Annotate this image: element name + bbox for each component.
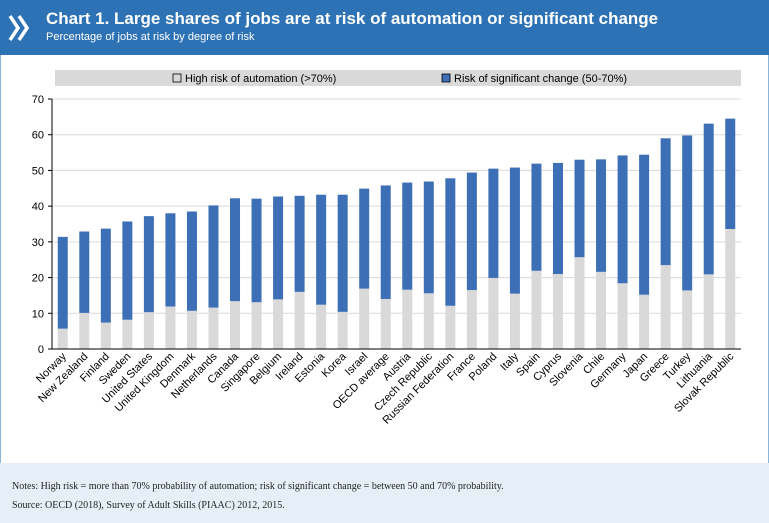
bar-high-risk bbox=[79, 312, 90, 349]
bar-significant-change bbox=[57, 236, 68, 329]
y-tick-label: 60 bbox=[32, 130, 44, 142]
y-tick-label: 0 bbox=[38, 344, 44, 356]
bar-significant-change bbox=[639, 154, 650, 295]
bar-significant-change bbox=[596, 159, 607, 272]
bar-significant-change bbox=[488, 168, 499, 278]
bar-high-risk bbox=[294, 291, 305, 349]
y-tick-label: 30 bbox=[32, 237, 44, 249]
bar-high-risk bbox=[251, 302, 262, 349]
bar-significant-change bbox=[725, 118, 736, 229]
bar-high-risk bbox=[445, 305, 456, 349]
bar-high-risk bbox=[165, 306, 176, 349]
bar-high-risk bbox=[230, 301, 241, 349]
chart-subtitle: Percentage of jobs at risk by degree of … bbox=[46, 31, 255, 43]
bar-high-risk bbox=[402, 289, 413, 349]
legend-swatch-high-risk bbox=[172, 73, 182, 83]
bar-significant-change bbox=[294, 195, 305, 292]
bar-significant-change bbox=[402, 182, 413, 290]
bar-significant-change bbox=[660, 138, 671, 266]
bar-high-risk bbox=[682, 290, 693, 349]
y-tick-label: 50 bbox=[32, 165, 44, 177]
bar-high-risk bbox=[359, 288, 370, 349]
bar-high-risk bbox=[316, 304, 327, 349]
bar-high-risk bbox=[552, 274, 563, 349]
bar-significant-change bbox=[380, 185, 391, 299]
bar-high-risk bbox=[122, 319, 133, 349]
bar-high-risk bbox=[186, 310, 197, 349]
y-tick-label: 20 bbox=[32, 273, 44, 285]
bar-high-risk bbox=[531, 270, 542, 349]
bar-significant-change bbox=[703, 123, 714, 275]
bar-high-risk bbox=[273, 299, 284, 349]
bar-significant-change bbox=[316, 194, 327, 305]
bar-high-risk bbox=[380, 299, 391, 349]
y-tick-label: 70 bbox=[32, 94, 44, 106]
bar-high-risk bbox=[423, 293, 434, 349]
legend-band bbox=[55, 70, 741, 86]
chart-title: Chart 1. Large shares of jobs are at ris… bbox=[46, 9, 659, 28]
bar-high-risk bbox=[143, 312, 154, 349]
bar-high-risk bbox=[100, 322, 111, 349]
bar-high-risk bbox=[509, 293, 520, 349]
gridlines bbox=[52, 98, 741, 314]
notes-source: Source: OECD (2018), Survey of Adult Ski… bbox=[12, 500, 285, 511]
bar-significant-change bbox=[79, 231, 90, 313]
legend-swatch-significant-change bbox=[441, 73, 451, 83]
bar-significant-change bbox=[423, 181, 434, 294]
bar-high-risk bbox=[57, 328, 68, 349]
bar-significant-change bbox=[359, 188, 370, 289]
bar-significant-change bbox=[466, 172, 477, 291]
bar-high-risk bbox=[703, 274, 714, 349]
bar-significant-change bbox=[251, 198, 262, 303]
bar-significant-change bbox=[552, 162, 563, 274]
bar-high-risk bbox=[208, 307, 219, 349]
bar-significant-change bbox=[531, 163, 542, 271]
bar-significant-change bbox=[208, 205, 219, 308]
bar-high-risk bbox=[337, 311, 348, 349]
bar-high-risk bbox=[466, 290, 477, 349]
notes-definitions: Notes: High risk = more than 70% probabi… bbox=[12, 481, 504, 492]
bar-significant-change bbox=[143, 216, 154, 313]
bar-significant-change bbox=[445, 178, 456, 306]
bar-high-risk bbox=[488, 277, 499, 349]
bar-significant-change bbox=[165, 213, 176, 307]
x-tick-label: Korea bbox=[320, 350, 350, 380]
bar-significant-change bbox=[230, 198, 241, 302]
bar-significant-change bbox=[100, 228, 111, 323]
y-tick-label: 40 bbox=[32, 201, 44, 213]
bar-significant-change bbox=[273, 196, 284, 300]
legend-label-high-risk: High risk of automation (>70%) bbox=[185, 73, 336, 85]
bar-significant-change bbox=[509, 167, 520, 294]
bar-high-risk bbox=[725, 229, 736, 349]
stacked-bar-chart: High risk of automation (>70%) Risk of s… bbox=[32, 70, 741, 427]
bar-high-risk bbox=[639, 294, 650, 349]
legend-label-significant-change: Risk of significant change (50-70%) bbox=[454, 73, 627, 85]
bar-significant-change bbox=[682, 135, 693, 291]
bar-significant-change bbox=[122, 221, 133, 320]
notes-panel: Notes: High risk = more than 70% probabi… bbox=[0, 463, 769, 523]
chart-header: Chart 1. Large shares of jobs are at ris… bbox=[0, 0, 769, 55]
bar-significant-change bbox=[617, 155, 628, 284]
bar-high-risk bbox=[617, 283, 628, 349]
bars bbox=[57, 118, 736, 349]
y-tick-label: 10 bbox=[32, 308, 44, 320]
bar-high-risk bbox=[574, 257, 585, 349]
oecd-chevrons-icon bbox=[8, 15, 30, 41]
bar-significant-change bbox=[186, 211, 197, 311]
bar-high-risk bbox=[660, 265, 671, 349]
bar-significant-change bbox=[574, 159, 585, 258]
bar-high-risk bbox=[596, 271, 607, 349]
bar-significant-change bbox=[337, 194, 348, 312]
